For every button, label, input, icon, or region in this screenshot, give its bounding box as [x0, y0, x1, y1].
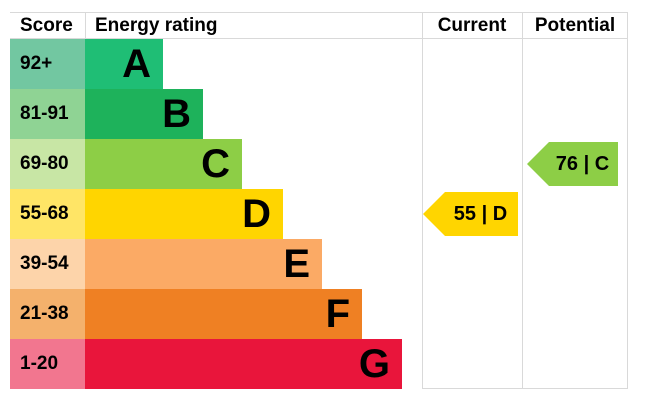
current-rating-label: 55 | D	[453, 202, 508, 225]
potential-rating-arrow: 76 | C	[527, 142, 618, 186]
epc-band-row-f: 21-38 F	[10, 289, 422, 339]
potential-column-divider	[522, 12, 523, 389]
band-bar-d: D	[85, 189, 283, 239]
potential-column-header: Potential	[534, 15, 616, 36]
epc-band-row-b: 81-91 B	[10, 89, 422, 139]
potential-rating-label: 76 | C	[555, 152, 610, 175]
score-range-d: 55-68	[10, 189, 85, 239]
epc-rows: 92+ A 81-91 B 69-80 C 55-68 D 39-54 E 21-38 F 1-20 G	[10, 39, 422, 389]
band-bar-g: G	[85, 339, 402, 389]
epc-band-row-d: 55-68 D	[10, 189, 422, 239]
epc-band-row-c: 69-80 C	[10, 139, 422, 189]
header-bottom-border	[10, 38, 628, 39]
current-column-divider	[422, 12, 423, 389]
table-bottom-border	[422, 388, 628, 389]
energy-rating-column-header: Energy rating	[95, 15, 218, 36]
band-bar-b: B	[85, 89, 203, 139]
score-range-a: 92+	[10, 39, 85, 89]
band-bar-e: E	[85, 239, 322, 289]
epc-band-row-e: 39-54 E	[10, 239, 422, 289]
band-bar-f: F	[85, 289, 362, 339]
table-top-border	[10, 12, 628, 13]
score-column-header: Score	[20, 15, 73, 36]
epc-band-row-g: 1-20 G	[10, 339, 422, 389]
score-range-g: 1-20	[10, 339, 85, 389]
band-bar-c: C	[85, 139, 242, 189]
score-range-b: 81-91	[10, 89, 85, 139]
score-range-e: 39-54	[10, 239, 85, 289]
band-bar-a: A	[85, 39, 163, 89]
current-column-header: Current	[437, 15, 507, 36]
epc-band-row-a: 92+ A	[10, 39, 422, 89]
epc-table: Score Energy rating Current Potential 92…	[10, 12, 628, 390]
current-rating-arrow: 55 | D	[423, 192, 518, 236]
score-header-divider	[85, 13, 86, 38]
score-range-c: 69-80	[10, 139, 85, 189]
score-range-f: 21-38	[10, 289, 85, 339]
table-right-border	[627, 12, 628, 389]
